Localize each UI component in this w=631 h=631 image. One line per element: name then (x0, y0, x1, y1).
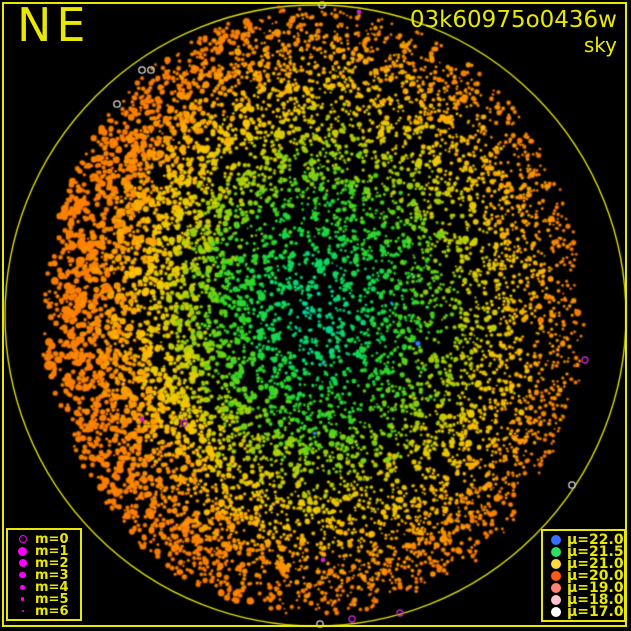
m-legend-item: m=2 (10, 555, 78, 571)
mu-legend-item: μ=19.0 (545, 580, 624, 596)
m-legend-label: m=1 (35, 543, 69, 559)
mu-legend-label: μ=18.0 (567, 592, 624, 608)
mu-legend-label: μ=21.5 (567, 544, 624, 560)
mu-legend-item: μ=20.0 (545, 568, 624, 584)
m-marker-icon (10, 610, 35, 612)
mu-marker-icon (545, 594, 567, 606)
m-legend-item: m=3 (10, 567, 78, 583)
m-marker-icon (10, 584, 35, 590)
m-marker-icon (10, 559, 35, 567)
mu-marker-icon (545, 570, 567, 582)
plot-subtitle: sky (583, 33, 617, 57)
magnitude-size-legend: m=0 m=1 m=2 m=3 m=4 m=5 m=6 (6, 528, 82, 621)
m-legend-label: m=4 (35, 579, 69, 595)
title-block: 03k60975o0436w sky (409, 7, 617, 57)
m-legend-item: m=1 (10, 543, 78, 559)
mu-marker-icon (545, 546, 567, 558)
surface-brightness-color-legend: μ=22.0 μ=21.5 μ=21.0 μ=20.0 μ=19.0 μ=18.0 μ=17… (541, 529, 626, 622)
mu-legend-item: μ=17.0 (545, 604, 624, 620)
m-legend-label: m=0 (35, 531, 69, 547)
mu-marker-icon (545, 582, 567, 594)
m-legend-item: m=5 (10, 591, 78, 607)
m-legend-label: m=5 (35, 591, 69, 607)
mu-marker-icon (545, 606, 567, 618)
m-legend-label: m=6 (35, 603, 69, 619)
m-legend-label: m=2 (35, 555, 69, 571)
m-marker-icon (10, 597, 35, 601)
mu-legend-item: μ=18.0 (545, 592, 624, 608)
mu-legend-label: μ=17.0 (567, 604, 624, 620)
plot-title: 03k60975o0436w (409, 7, 617, 33)
mu-legend-item: μ=21.0 (545, 556, 624, 572)
m-legend-label: m=3 (35, 567, 69, 583)
orientation-label: NE (17, 0, 91, 52)
mu-legend-label: μ=22.0 (567, 532, 624, 548)
mu-legend-item: μ=22.0 (545, 532, 624, 548)
m-marker-icon (10, 571, 35, 579)
m-marker-icon (10, 535, 35, 543)
m-marker-icon (10, 546, 35, 556)
m-legend-item: m=0 (10, 531, 78, 547)
mu-marker-icon (545, 534, 567, 546)
mu-legend-label: μ=21.0 (567, 556, 624, 572)
mu-legend-label: μ=20.0 (567, 568, 624, 584)
mu-marker-icon (545, 558, 567, 570)
m-legend-item: m=6 (10, 603, 78, 619)
mu-legend-item: μ=21.5 (545, 544, 624, 560)
mu-legend-label: μ=19.0 (567, 580, 624, 596)
m-legend-item: m=4 (10, 579, 78, 595)
